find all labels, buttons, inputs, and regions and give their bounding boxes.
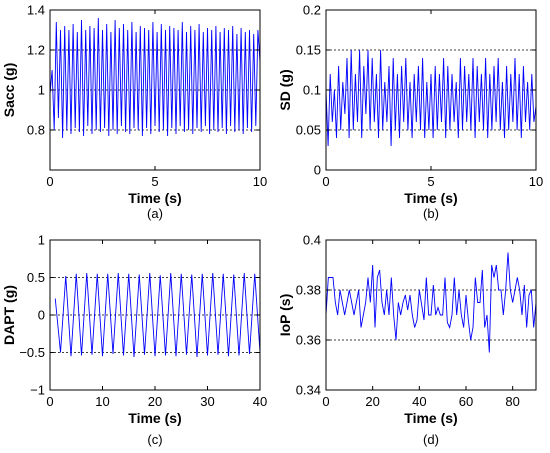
y-tick-label: 0.4 [303, 233, 321, 248]
x-axis-label: Time (s) [404, 190, 457, 206]
panel-4: 0 20 40 60 80 0.34 0.36 0.38 0.4 Time (s) IoP (s) (… [277, 233, 537, 447]
y-axis-label: IoP (s) [277, 294, 293, 337]
x-tick-label: 20 [148, 394, 162, 409]
y-tick-label: 1.4 [27, 3, 45, 18]
y-tick-label: 0.34 [296, 383, 321, 398]
x-tick-label: 0 [322, 174, 329, 189]
series-line [325, 49, 537, 147]
x-tick-label: 80 [505, 394, 519, 409]
y-axis-label: Sacc (g) [1, 63, 17, 117]
y-tick-label: 0.5 [27, 270, 45, 285]
panel-1: 0 5 10 0.8 1 1.2 1.4 Time (s) Sacc (g) (a) [1, 3, 267, 222]
x-tick-label: 0 [46, 174, 53, 189]
y-tick-label: 0.15 [296, 43, 321, 58]
panel-caption: (b) [423, 206, 439, 221]
x-tick-label: 40 [253, 394, 267, 409]
y-tick-label: 1.2 [27, 43, 45, 58]
y-axis-label: SD (g) [277, 69, 293, 110]
y-tick-label: −1 [30, 383, 45, 398]
x-tick-label: 40 [412, 394, 426, 409]
series-line [325, 252, 537, 353]
y-tick-label: −0.5 [19, 345, 45, 360]
y-tick-label: 0 [314, 163, 321, 178]
x-tick-label: 10 [95, 394, 109, 409]
x-axis-label: Time (s) [128, 190, 181, 206]
x-tick-label: 5 [427, 174, 434, 189]
y-tick-label: 0.38 [296, 283, 321, 298]
axes-frame [325, 239, 537, 391]
x-tick-label: 10 [253, 174, 267, 189]
x-tick-label: 0 [322, 394, 329, 409]
panel-2: 0 5 10 0 0.05 0.1 0.15 0.2 Time (s) SD (g) (b) [277, 3, 543, 222]
series-line [54, 272, 261, 358]
y-tick-label: 0.2 [303, 3, 321, 18]
x-tick-label: 10 [529, 174, 543, 189]
x-tick-label: 5 [151, 174, 158, 189]
y-axis-label: DAPT (g) [1, 285, 17, 345]
x-tick-label: 60 [459, 394, 473, 409]
y-tick-label: 0 [38, 308, 45, 323]
y-tick-label: 0.1 [303, 83, 321, 98]
panel-3: 0 10 20 30 40 −1 −0.5 0 0.5 1 Time (s) DAPT (g) (c) [1, 233, 267, 448]
y-tick-label: 0.36 [296, 333, 321, 348]
y-tick-label: 0.05 [296, 123, 321, 138]
panel-caption: (c) [147, 432, 162, 447]
x-tick-label: 0 [46, 394, 53, 409]
x-tick-label: 20 [365, 394, 379, 409]
y-tick-label: 0.8 [27, 123, 45, 138]
x-axis-label: Time (s) [404, 410, 457, 426]
x-axis-label: Time (s) [128, 410, 181, 426]
y-tick-label: 1 [38, 83, 45, 98]
panel-caption: (d) [423, 432, 439, 447]
panel-caption: (a) [147, 206, 163, 221]
series-line [49, 17, 261, 139]
y-tick-label: 1 [38, 233, 45, 248]
x-tick-label: 30 [200, 394, 214, 409]
